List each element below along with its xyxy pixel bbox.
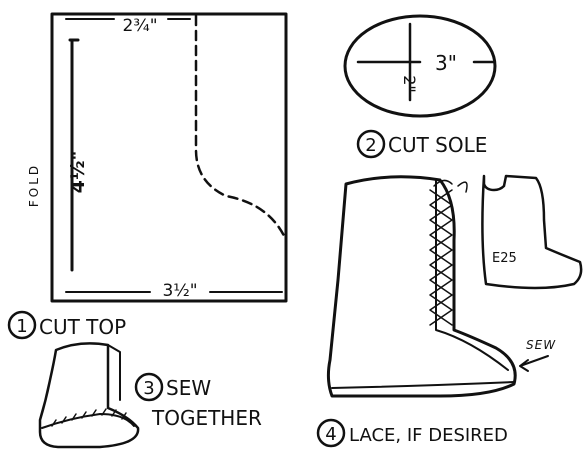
step-3-number: 3	[143, 378, 154, 399]
step-3-text: SEW	[166, 376, 211, 400]
step-1-text: CUT TOP	[39, 315, 126, 339]
code-label: E25	[492, 251, 517, 266]
laced-boot-outline	[326, 175, 517, 398]
step-4-circle	[316, 418, 346, 448]
step-1-circle	[7, 310, 37, 340]
bottom-width-label: 3½"	[162, 281, 197, 301]
laced-boot-front-seam	[435, 179, 509, 371]
small-boot-outline	[481, 174, 583, 290]
fold-label: FOLD	[27, 163, 41, 207]
step-2-number: 2	[365, 135, 376, 156]
step-3-circle	[134, 372, 164, 402]
step-4-text: LACE, IF DESIRED	[349, 425, 508, 446]
step-3-label: 3 SEW TOGETHER	[134, 372, 262, 430]
step-4-label: 4 LACE, IF DESIRED	[316, 418, 508, 448]
laced-boot-lacing-b	[429, 189, 453, 326]
laced-boot-sole-seam	[331, 381, 515, 389]
sewn-boot-stitches	[51, 408, 127, 427]
sewn-boot-sketch	[38, 342, 140, 449]
sewn-boot-back-edge	[107, 344, 121, 401]
step-2-text: CUT SOLE	[388, 133, 487, 157]
step-2-circle	[356, 129, 386, 159]
step-2-label: 2 CUT SOLE	[356, 129, 487, 159]
sole-length-label: 3"	[435, 51, 457, 75]
step-1-label: 1 CUT TOP	[7, 310, 126, 340]
sewn-boot-outline	[38, 342, 140, 449]
sew-label: SEW	[526, 338, 556, 352]
sole-width-label: 2"	[400, 75, 419, 93]
step-3-text-line-2: TOGETHER	[151, 406, 262, 430]
top-width-label: 2¾"	[122, 16, 157, 36]
boot-cut-line	[194, 14, 288, 242]
sew-arrow	[519, 355, 549, 372]
laced-boot-lace-bow	[433, 179, 468, 193]
top-pattern-outline	[50, 12, 288, 303]
small-boot-cutout: E25	[481, 174, 583, 290]
sole-pattern: 3" 2"	[343, 14, 497, 118]
sewn-boot-seam	[41, 413, 135, 429]
top-pattern: 2¾" 3½" 4½" FOLD	[27, 12, 288, 303]
height-label: 4½"	[67, 151, 89, 194]
step-4-number: 4	[325, 424, 336, 445]
step-1-number: 1	[16, 316, 27, 337]
laced-boot: SEW	[326, 175, 556, 398]
sole-outline	[343, 14, 497, 118]
